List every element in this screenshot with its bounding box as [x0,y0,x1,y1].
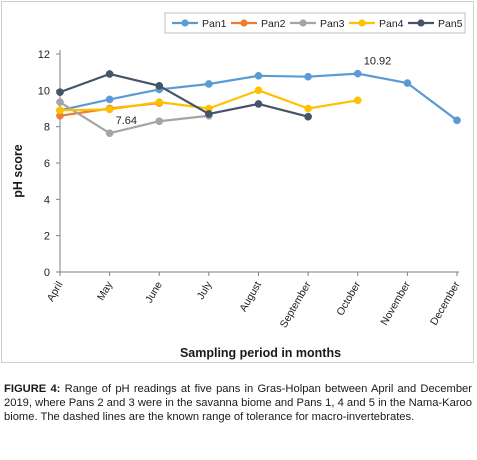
x-tick-label-november: November [378,279,413,327]
legend-label-pan5: Pan5 [438,18,463,30]
y-tick-label-10: 10 [38,85,50,97]
series-pan5 [56,70,312,121]
data-point-pan3-may [105,129,114,138]
data-point-pan4-june [155,98,164,106]
x-tick-label-may: May [95,279,116,303]
x-tick-label-april: April [45,280,66,304]
legend-label-pan4: Pan4 [379,18,404,30]
x-tick-label-august: August [237,279,264,313]
legend-item-pan1: Pan1 [172,18,227,30]
x-axis-title: Sampling period in months [180,346,341,360]
series-line-pan5 [59,72,309,118]
data-point-pan1-december [453,116,461,125]
chart-frame: Pan1 Pan2 Pan3 Pan4 Pan5 0 2 4 6 8 10 12 April May Ju… [1,1,474,363]
data-point-pan1-may [105,95,114,104]
data-label-pan3-may: 7.64 [116,115,137,127]
data-point-pan4-may [105,105,114,114]
data-point-pan5-may [105,70,114,78]
legend-item-pan5: Pan5 [408,18,463,30]
data-point-pan3-june [155,117,164,126]
data-point-pan4-september [304,104,312,113]
data-point-pan1-july [205,80,213,88]
legend-marker-pan2 [240,19,248,27]
y-tick-label-4: 4 [44,194,50,206]
legend-item-pan4: Pan4 [349,18,404,30]
y-tick-label-8: 8 [44,122,50,134]
data-point-pan5-august [254,100,263,108]
data-point-pan1-august [254,71,263,80]
data-point-pan1-september [304,72,312,81]
data-point-pan5-june [155,81,164,90]
series-line-pan1 [59,72,458,122]
x-tick-label-september: September [278,279,314,330]
y-axis-title: pH score [11,144,25,198]
x-tick-label-december: December [428,279,463,327]
legend-label-pan2: Pan2 [261,18,286,30]
legend-marker-pan5 [417,19,425,27]
y-tick-label-6: 6 [44,158,50,170]
data-point-pan4-august [254,86,263,95]
line-chart: Pan1 Pan2 Pan3 Pan4 Pan5 0 2 4 6 8 10 12 April May Ju… [11,12,466,360]
figure-caption: FIGURE 4: Range of pH readings at five p… [4,383,472,424]
legend-marker-pan1 [181,19,189,27]
series-layer [56,69,461,138]
legend-marker-pan3 [299,19,307,27]
series-pan4 [56,86,362,115]
y-tick-label-0: 0 [44,267,50,279]
chart-legend: Pan1 Pan2 Pan3 Pan4 Pan5 [164,12,466,34]
legend-label-pan3: Pan3 [320,18,345,30]
x-tick-label-october: October [334,279,363,318]
legend-label-pan1: Pan1 [202,18,227,30]
caption-label: FIGURE 4: [4,383,61,395]
y-tick-label-2: 2 [44,231,50,243]
data-point-pan5-july [205,110,213,118]
data-label-pan1-october: 10.92 [364,56,392,68]
y-tick-label-12: 12 [38,49,50,61]
caption-text: Range of pH readings at five pans in Gra… [4,383,472,423]
series-pan3 [56,98,213,138]
data-point-pan4-april [56,106,64,115]
series-line-pan3 [59,101,210,135]
data-point-pan3-april [56,98,64,106]
data-point-pan5-september [304,112,312,121]
x-tick-label-july: July [195,279,215,302]
legend-item-pan3: Pan3 [290,18,345,30]
x-tick-label-june: June [143,279,165,305]
data-point-pan1-october [353,69,362,78]
legend-item-pan2: Pan2 [231,18,286,30]
legend-marker-pan4 [358,19,366,27]
data-point-pan4-october [353,96,362,105]
data-point-pan1-november [403,79,412,87]
chart-axes: 0 2 4 6 8 10 12 April May June July August September… [11,49,463,360]
data-point-pan5-april [56,88,64,97]
annotation-layer: 10.92 7.64 [116,56,392,128]
